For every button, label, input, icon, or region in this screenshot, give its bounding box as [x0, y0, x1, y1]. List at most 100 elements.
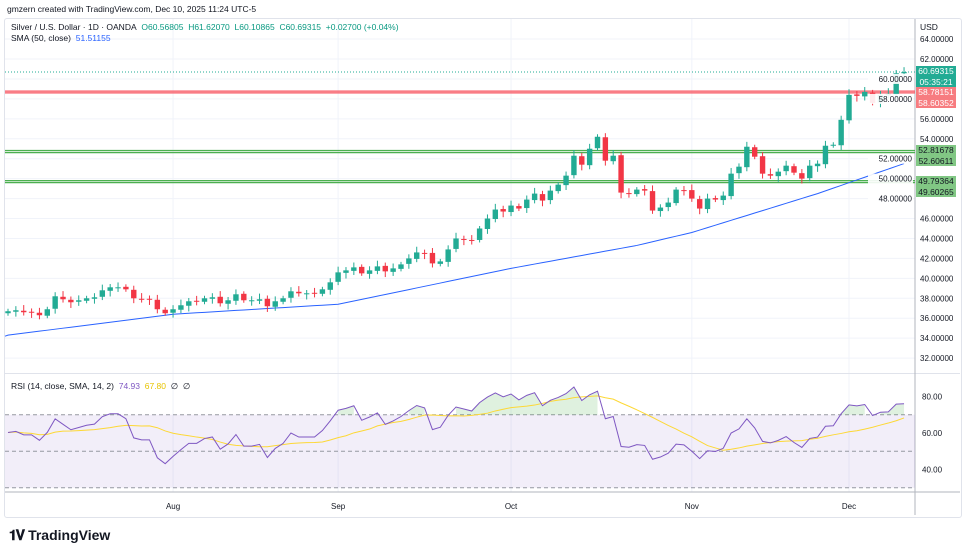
price-tick-label-backdrop	[868, 153, 913, 164]
red-line-tag-2: 58.60352	[916, 97, 956, 108]
candle-body	[296, 291, 302, 294]
candle-body	[154, 299, 161, 310]
candle-body	[319, 289, 326, 294]
candle-body	[783, 165, 789, 172]
candle-body	[68, 299, 74, 303]
candle-body	[508, 205, 514, 213]
candle-body	[681, 190, 687, 192]
ohlc-low: L60.10865	[234, 22, 275, 32]
candle-body	[586, 148, 593, 166]
price-tick-label: 34.00000	[920, 334, 954, 343]
price-tick-label: 44.00000	[920, 234, 954, 243]
price-tick-label: 54.00000	[920, 135, 954, 144]
candle-body	[421, 252, 428, 254]
candle-body	[799, 173, 805, 179]
rsi-extra-2: ∅	[182, 381, 191, 391]
green-line-tag-2: 52.60611	[916, 155, 956, 166]
rsi-tick-label: 40.00	[922, 466, 943, 475]
rsi-overbought-fill	[841, 404, 865, 415]
candle-body	[186, 301, 192, 306]
candle-body	[846, 94, 852, 121]
candle-body	[461, 238, 467, 240]
candle-body	[36, 312, 43, 316]
rsi-sma-line	[7, 395, 905, 451]
time-axis-label: Oct	[505, 502, 518, 511]
currency-label[interactable]: USD	[920, 22, 938, 32]
candle-body	[327, 282, 333, 290]
candle-body	[5, 311, 11, 314]
candle-body	[563, 175, 569, 186]
price-tick-label: 56.00000	[920, 115, 954, 124]
candle-body	[484, 218, 491, 229]
candle-body	[720, 195, 726, 201]
candle-body	[657, 207, 664, 212]
candle-body	[453, 238, 459, 249]
green-line-tag-3: 49.79364	[916, 176, 956, 187]
candle-body	[830, 144, 836, 146]
candle-body	[146, 298, 153, 300]
symbol-legend: Silver / U.S. Dollar · 1D · OANDA O60.56…	[11, 22, 399, 32]
candle-body	[610, 155, 616, 162]
ohlc-high: H61.62070	[188, 22, 230, 32]
last-price-tag: 60.69315 05:35:21	[916, 66, 956, 87]
candle-body	[162, 309, 168, 314]
candle-body	[767, 174, 774, 176]
candle-body	[634, 189, 640, 195]
candle-body	[641, 189, 648, 191]
rsi-label: RSI (14, close, SMA, 14, 2)	[11, 381, 114, 391]
price-tick-label-backdrop	[868, 73, 913, 84]
candle-body	[539, 194, 546, 201]
candle-body	[76, 300, 82, 302]
candle-body	[862, 91, 868, 97]
candle-body	[618, 155, 624, 193]
candle-body	[83, 298, 90, 301]
tradingview-logo[interactable]: 𝟏𝐕 TradingView	[9, 527, 110, 544]
rsi-legend[interactable]: RSI (14, close, SMA, 14, 2) 74.93 67.80 …	[11, 381, 190, 392]
candle-body	[673, 189, 679, 204]
candle-body	[838, 119, 844, 146]
sma-legend[interactable]: SMA (50, close) 51.51155	[11, 33, 111, 43]
candle-body	[115, 287, 121, 289]
candle-body	[280, 298, 286, 302]
candle-body	[390, 268, 396, 272]
candle-body	[626, 193, 632, 195]
candle-body	[382, 265, 388, 272]
candle-body	[445, 249, 451, 262]
rsi-overbought-fill	[408, 405, 425, 415]
time-axis-label: Dec	[842, 502, 856, 511]
candle-body	[343, 270, 349, 273]
candle-body	[531, 193, 538, 201]
last-price-value: 60.69315	[918, 66, 954, 76]
candle-body	[359, 266, 365, 274]
candle-body	[775, 171, 781, 177]
candle-body	[822, 145, 829, 165]
candle-body	[728, 173, 734, 197]
price-tick-label: 40.00000	[920, 274, 954, 283]
rsi-line	[7, 386, 905, 465]
candle-body	[516, 206, 522, 209]
candle-body	[759, 156, 766, 174]
candle-body	[107, 287, 113, 291]
bar-countdown: 05:35:21	[919, 76, 953, 87]
candle-body	[469, 239, 475, 241]
candle-body	[28, 311, 35, 313]
candle-body	[398, 264, 404, 269]
candle-body	[99, 290, 106, 297]
time-axis-label: Aug	[166, 502, 180, 511]
price-tick-label-backdrop	[868, 93, 913, 104]
price-tick-label: 58.00000	[879, 95, 913, 104]
price-tick-label: 64.00000	[920, 35, 954, 44]
candle-body	[241, 293, 247, 301]
candle-body	[366, 270, 373, 274]
candle-body	[13, 310, 19, 312]
rsi-overbought-fill	[338, 405, 354, 415]
candle-body	[91, 297, 98, 299]
price-tick-label: 36.00000	[920, 314, 954, 323]
price-tick-label: 38.00000	[920, 294, 954, 303]
candle-body	[429, 252, 436, 264]
candle-body	[60, 296, 66, 300]
candle-body	[814, 163, 821, 167]
symbol-title[interactable]: Silver / U.S. Dollar · 1D · OANDA	[11, 22, 137, 32]
rsi-value: 74.93	[118, 381, 140, 391]
